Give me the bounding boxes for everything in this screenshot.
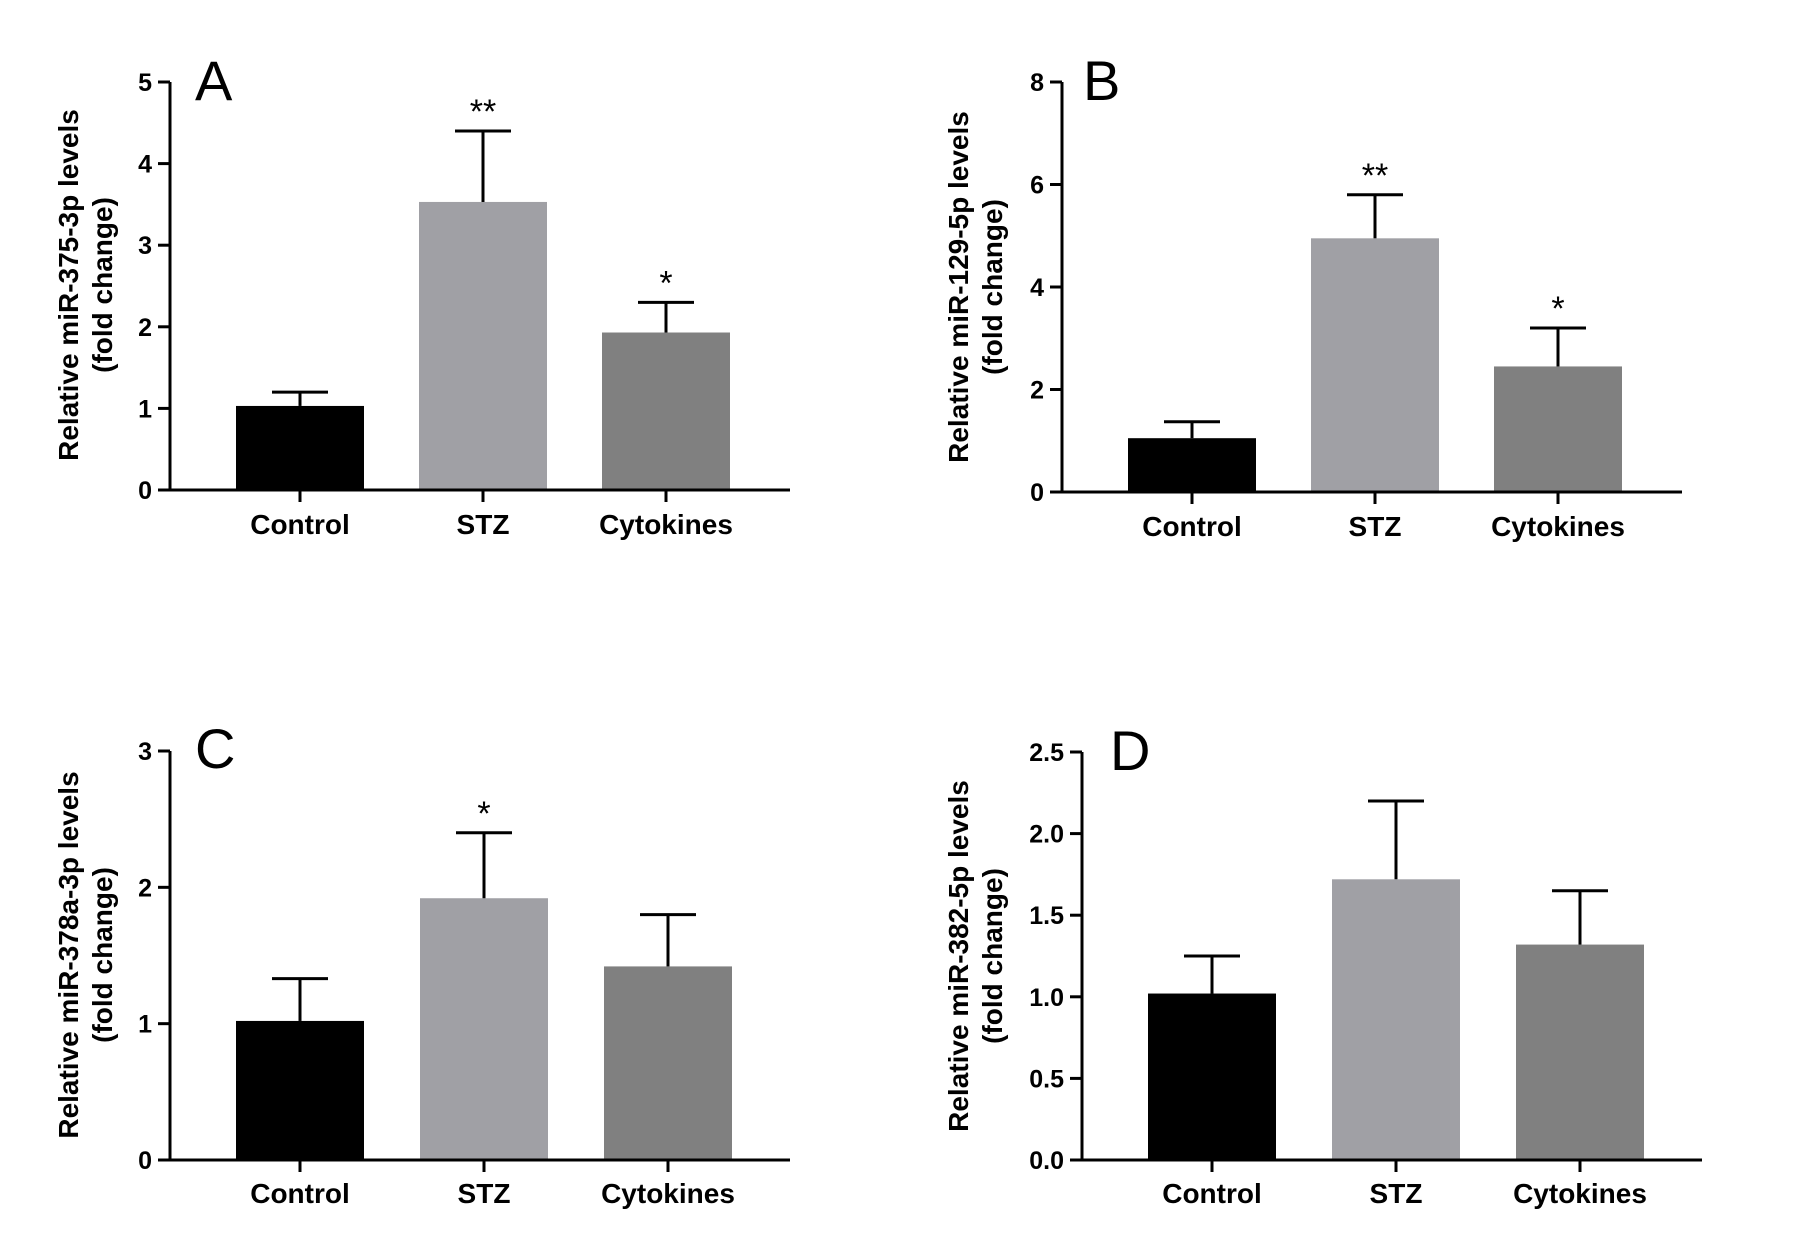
y-tick-label: 3 <box>138 738 152 766</box>
y-tick-label: 0 <box>138 1147 152 1175</box>
bar-stz <box>1311 238 1439 492</box>
x-tick-label: Cytokines <box>599 509 733 540</box>
x-tick-label: Control <box>250 1178 350 1209</box>
y-tick-label: 6 <box>1030 172 1044 200</box>
y-axis-label-line1: Relative miR-382-5p levels <box>943 780 974 1132</box>
y-axis-label: Relative miR-375-3p levels (fold change) <box>53 109 118 461</box>
bar-cytokines <box>1494 366 1622 492</box>
y-axis-label-line1: Relative miR-129-5p levels <box>943 111 974 463</box>
y-tick-label: 1.5 <box>1029 902 1064 930</box>
significance-marker: ** <box>470 93 496 131</box>
y-tick-label: 2 <box>1030 377 1044 405</box>
x-tick-label: Cytokines <box>1513 1178 1647 1209</box>
y-tick-label: 1 <box>138 1011 152 1039</box>
significance-marker: * <box>659 264 672 302</box>
chart-panel-c: C Relative miR-378a-3p levels (fold change… <box>53 717 790 1209</box>
significance-marker: * <box>1551 290 1564 328</box>
y-axis-label-line2: (fold change) <box>87 867 118 1043</box>
y-tick-label: 1 <box>138 395 152 423</box>
x-tick-label: Control <box>1142 511 1242 542</box>
y-tick-label: 0.0 <box>1029 1147 1064 1175</box>
x-tick-label: STZ <box>458 1178 511 1209</box>
x-tick-label: STZ <box>1349 511 1402 542</box>
x-tick-label: Cytokines <box>1491 511 1625 542</box>
bar-control <box>1128 438 1256 492</box>
bar-cytokines <box>604 966 732 1160</box>
y-tick-label: 1.0 <box>1029 984 1064 1012</box>
bar-cytokines <box>602 332 730 490</box>
y-axis-label-line2: (fold change) <box>87 197 118 373</box>
significance-marker: * <box>477 795 490 833</box>
y-tick-label: 0 <box>1030 479 1044 507</box>
chart-panel-b: B Relative miR-129-5p levels (fold change)… <box>943 49 1682 542</box>
panel-letter: D <box>1110 719 1150 782</box>
y-axis-label-line1: Relative miR-378a-3p levels <box>53 771 84 1138</box>
y-tick-label: 0 <box>138 477 152 505</box>
y-tick-label: 4 <box>1030 274 1044 302</box>
bar-cytokines <box>1516 944 1644 1160</box>
x-tick-label: Control <box>1162 1178 1262 1209</box>
bar-stz <box>420 898 548 1160</box>
y-axis-label-line2: (fold change) <box>977 868 1008 1044</box>
chart-panel-a: A Relative miR-375-3p levels (fold change)… <box>53 49 790 540</box>
chart-panel-d: D Relative miR-382-5p levels (fold change)… <box>943 719 1702 1209</box>
y-axis-label: Relative miR-378a-3p levels (fold change) <box>53 771 118 1138</box>
y-tick-label: 0.5 <box>1029 1065 1064 1093</box>
bar-control <box>1148 993 1276 1160</box>
y-tick-label: 5 <box>138 69 152 97</box>
bar-control <box>236 1020 364 1160</box>
x-tick-label: Control <box>250 509 350 540</box>
x-tick-label: Cytokines <box>601 1178 735 1209</box>
y-tick-label: 4 <box>138 151 152 179</box>
panel-letter: A <box>195 49 233 112</box>
bar-stz <box>419 201 547 490</box>
y-tick-label: 2.5 <box>1029 739 1064 767</box>
y-axis-label: Relative miR-382-5p levels (fold change) <box>943 780 1008 1132</box>
y-axis-label: Relative miR-129-5p levels (fold change) <box>943 111 1008 463</box>
y-tick-label: 3 <box>138 232 152 260</box>
x-tick-label: STZ <box>1370 1178 1423 1209</box>
bar-stz <box>1332 879 1460 1160</box>
x-tick-label: STZ <box>457 509 510 540</box>
y-tick-label: 8 <box>1030 69 1044 97</box>
y-axis-label-line2: (fold change) <box>977 199 1008 375</box>
significance-marker: ** <box>1362 157 1388 195</box>
y-tick-label: 2 <box>138 314 152 342</box>
bar-control <box>236 405 364 490</box>
y-tick-label: 2.0 <box>1029 821 1064 849</box>
panel-letter: C <box>195 717 235 780</box>
y-tick-label: 2 <box>138 874 152 902</box>
panel-letter: B <box>1083 49 1120 112</box>
y-axis-label-line1: Relative miR-375-3p levels <box>53 109 84 461</box>
